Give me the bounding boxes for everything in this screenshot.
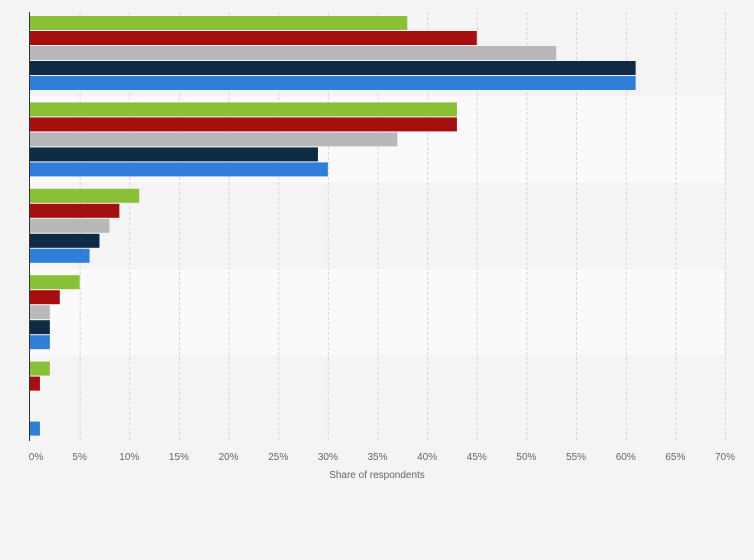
x-tick-label: 35% [367,452,387,463]
x-tick-label: 15% [169,452,189,463]
bar[interactable] [30,203,120,218]
bar[interactable] [30,421,40,436]
x-tick-label: 50% [516,452,536,463]
x-tick-label: 5% [72,452,87,463]
x-tick-label: 45% [467,452,487,463]
bars [30,16,636,436]
bar[interactable] [30,31,477,45]
x-tick-label: 30% [318,452,338,463]
x-tick-label: 60% [616,452,636,463]
bar[interactable] [30,290,60,305]
category-band [30,269,724,356]
bar[interactable] [30,132,398,147]
bar[interactable] [30,361,50,376]
x-axis-ticks: 0% 5% 10% 15% 20% 25% 30% 35% 40% 45% 50% 55% 60% 65%… [29,452,735,463]
bar[interactable] [30,233,100,248]
x-tick-label: 25% [268,452,288,463]
bar[interactable] [30,147,318,162]
bar[interactable] [30,46,557,60]
category-band [30,182,724,270]
x-tick-label: 55% [566,452,586,463]
bar[interactable] [30,275,80,290]
bar[interactable] [30,320,50,335]
x-tick-label: 70% [715,452,735,463]
x-tick-label: 20% [219,452,239,463]
bar[interactable] [30,188,140,203]
bar[interactable] [30,76,636,90]
bar[interactable] [30,218,110,233]
bar[interactable] [30,61,636,75]
bar[interactable] [30,162,328,177]
x-axis-title: Share of respondents [329,470,425,481]
bar[interactable] [30,376,40,391]
bar[interactable] [30,248,90,263]
bar[interactable] [30,335,50,350]
x-tick-label: 0% [29,452,44,463]
x-tick-label: 40% [417,452,437,463]
x-tick-label: 10% [119,452,139,463]
x-tick-label: 65% [665,452,685,463]
category-band [30,355,724,442]
bar[interactable] [30,305,50,320]
bar[interactable] [30,117,457,132]
bar[interactable] [30,16,408,30]
bar[interactable] [30,102,457,117]
